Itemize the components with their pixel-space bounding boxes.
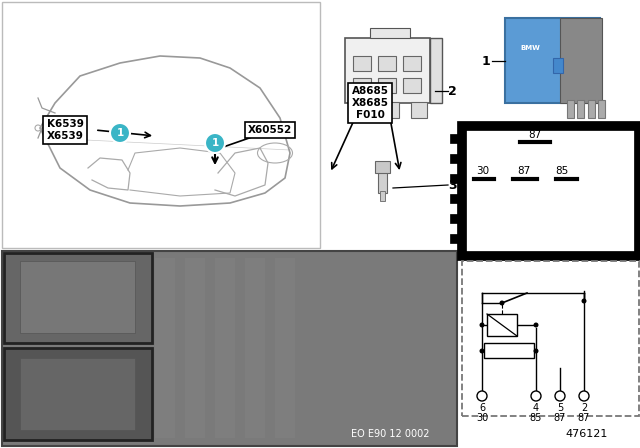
Text: 85: 85 xyxy=(530,413,542,423)
Bar xyxy=(450,174,462,183)
Text: 1: 1 xyxy=(481,55,490,68)
Circle shape xyxy=(534,323,538,327)
Bar xyxy=(355,102,371,118)
Bar xyxy=(411,102,427,118)
Text: K6539
X6539: K6539 X6539 xyxy=(47,119,83,141)
Circle shape xyxy=(582,298,586,303)
Bar xyxy=(403,56,421,71)
Bar xyxy=(2,251,457,446)
Bar xyxy=(353,56,371,71)
Text: 3: 3 xyxy=(448,178,456,191)
Text: 85: 85 xyxy=(555,166,568,176)
Text: 4: 4 xyxy=(533,403,539,413)
Bar xyxy=(588,100,595,118)
Text: 2: 2 xyxy=(448,85,457,98)
Bar xyxy=(639,214,640,223)
Bar xyxy=(598,100,605,118)
Circle shape xyxy=(110,123,130,143)
Text: 87: 87 xyxy=(529,130,541,140)
Bar xyxy=(462,261,639,416)
Bar xyxy=(639,134,640,143)
Circle shape xyxy=(579,391,589,401)
Bar xyxy=(567,100,574,118)
Text: 87: 87 xyxy=(517,166,531,176)
Circle shape xyxy=(499,301,504,306)
Circle shape xyxy=(205,133,225,153)
Text: 87: 87 xyxy=(578,413,590,423)
Bar xyxy=(553,58,563,73)
Bar xyxy=(275,258,295,438)
Circle shape xyxy=(477,391,487,401)
Text: EO E90 12 0002: EO E90 12 0002 xyxy=(351,429,429,439)
Bar xyxy=(353,78,371,93)
Bar xyxy=(383,102,399,118)
Circle shape xyxy=(534,349,538,353)
Bar xyxy=(20,261,135,333)
Text: 2: 2 xyxy=(581,403,587,413)
Text: 476121: 476121 xyxy=(566,429,608,439)
Bar xyxy=(487,314,517,336)
Text: 30: 30 xyxy=(476,166,489,176)
Text: 87: 87 xyxy=(554,413,566,423)
Bar xyxy=(450,234,462,243)
Bar xyxy=(378,78,396,93)
Text: 1: 1 xyxy=(116,128,124,138)
Circle shape xyxy=(555,391,565,401)
Bar xyxy=(370,28,410,38)
Bar xyxy=(403,78,421,93)
Bar xyxy=(245,258,265,438)
Bar xyxy=(505,18,600,103)
Bar xyxy=(462,126,639,256)
Text: 1: 1 xyxy=(211,138,219,148)
Bar xyxy=(430,38,442,103)
Bar xyxy=(380,191,385,201)
Bar xyxy=(560,18,602,103)
Bar xyxy=(639,154,640,163)
Bar xyxy=(450,214,462,223)
Bar xyxy=(155,258,175,438)
Bar xyxy=(577,100,584,118)
Text: BMW: BMW xyxy=(520,45,540,51)
Bar xyxy=(375,161,390,173)
Bar xyxy=(345,38,430,103)
Bar xyxy=(4,253,152,343)
Bar xyxy=(215,258,235,438)
Bar xyxy=(450,154,462,163)
Text: A8685
X8685
F010: A8685 X8685 F010 xyxy=(351,86,388,120)
Bar xyxy=(450,134,462,143)
Circle shape xyxy=(531,391,541,401)
Bar xyxy=(378,56,396,71)
Text: 6: 6 xyxy=(479,403,485,413)
Bar xyxy=(450,194,462,203)
Bar xyxy=(20,358,135,430)
Text: 30: 30 xyxy=(476,413,488,423)
Bar xyxy=(2,2,320,248)
Bar xyxy=(639,234,640,243)
Text: X60552: X60552 xyxy=(248,125,292,135)
Text: 5: 5 xyxy=(557,403,563,413)
Circle shape xyxy=(479,349,484,353)
Bar xyxy=(378,171,387,193)
Bar xyxy=(484,343,534,358)
Bar xyxy=(185,258,205,438)
Bar xyxy=(639,194,640,203)
Circle shape xyxy=(479,323,484,327)
Bar xyxy=(639,174,640,183)
Bar xyxy=(4,348,152,440)
